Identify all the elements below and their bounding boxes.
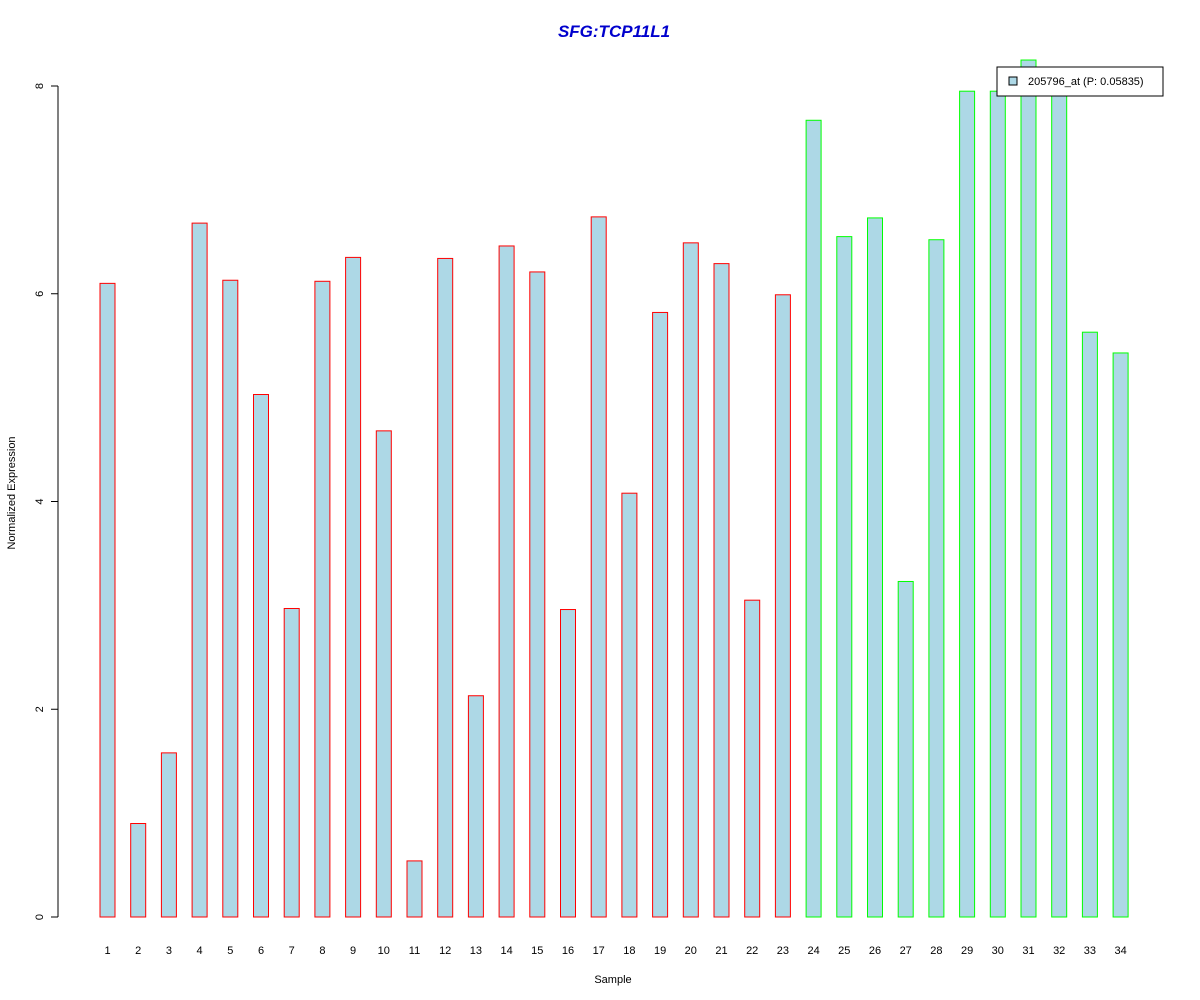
x-tick-label: 8: [319, 945, 325, 957]
bar: [590, 216, 607, 918]
x-tick-label: 22: [746, 945, 758, 957]
bar: [529, 271, 546, 918]
y-tick-label: 0: [34, 914, 46, 920]
x-tick-label: 27: [900, 945, 912, 957]
x-tick-label: 2: [135, 945, 141, 957]
x-tick-label: 23: [777, 945, 789, 957]
bar: [928, 239, 945, 918]
bar: [867, 217, 883, 918]
bar: [191, 222, 208, 918]
bar: [1112, 352, 1129, 918]
x-tick-label: 34: [1114, 945, 1126, 957]
x-tick-label: 3: [166, 945, 172, 957]
bar: [130, 823, 147, 918]
x-tick-label: 20: [685, 945, 697, 957]
bar: [560, 609, 576, 918]
chart-title: SFG:TCP11L1: [558, 22, 670, 41]
y-axis-label: Normalized Expression: [6, 436, 18, 549]
x-tick-label: 17: [593, 945, 605, 957]
bar: [160, 752, 177, 918]
x-tick-label: 18: [623, 945, 635, 957]
bar: [1081, 331, 1098, 918]
x-tick-label: 21: [715, 945, 727, 957]
bar: [652, 311, 669, 918]
x-tick-label: 31: [1022, 945, 1034, 957]
x-tick-label: 30: [992, 945, 1004, 957]
bar: [222, 279, 239, 918]
bar: [744, 599, 761, 918]
legend-box: [996, 66, 1164, 97]
bar: [1020, 59, 1037, 918]
x-tick-label: 26: [869, 945, 881, 957]
y-tick-label: 8: [34, 83, 46, 89]
x-tick-label: 33: [1084, 945, 1096, 957]
x-tick-label: 1: [104, 945, 110, 957]
bar: [498, 245, 515, 918]
bar: [345, 256, 362, 918]
x-tick-labels: 1 2 3 4 5 6 7 8 9 10 11 12 13 14 15 16 17 18 19 20 21 22 23 24 2…: [104, 945, 1126, 957]
bar: [805, 119, 822, 918]
bar: [774, 294, 791, 918]
x-axis-label: Sample: [594, 974, 631, 986]
bar: [99, 282, 116, 918]
bar: [314, 280, 331, 918]
legend-swatch: [1008, 76, 1018, 86]
x-tick-label: 25: [838, 945, 850, 957]
legend-label: 205796_at (P: 0.05835): [1028, 76, 1144, 88]
y-axis: 0 2 4 6 8: [34, 83, 59, 920]
legend: 205796_at (P: 0.05835): [996, 66, 1164, 97]
x-tick-label: 12: [439, 945, 451, 957]
x-tick-label: 16: [562, 945, 574, 957]
bar: [406, 860, 423, 918]
x-tick-label: 6: [258, 945, 264, 957]
y-tick-label: 2: [34, 706, 46, 712]
x-tick-label: 19: [654, 945, 666, 957]
bar: [897, 580, 914, 918]
y-tick-label: 6: [34, 291, 46, 297]
bar: [959, 90, 976, 918]
bar: [989, 90, 1006, 918]
y-tick-label: 4: [34, 498, 46, 504]
bar-group: [99, 59, 1129, 918]
bar: [375, 430, 392, 918]
x-tick-label: 13: [470, 945, 482, 957]
bar: [437, 257, 454, 918]
bar: [682, 242, 699, 918]
x-tick-label: 15: [531, 945, 543, 957]
x-tick-label: 24: [807, 945, 819, 957]
bar: [253, 394, 269, 918]
bar: [283, 607, 300, 918]
x-tick-label: 9: [350, 945, 356, 957]
x-tick-label: 29: [961, 945, 973, 957]
bar: [467, 695, 484, 918]
bar: [621, 492, 638, 918]
bar: [836, 236, 853, 918]
x-tick-label: 4: [197, 945, 203, 957]
x-tick-label: 11: [409, 945, 420, 957]
x-tick-label: 32: [1053, 945, 1065, 957]
bar: [1051, 90, 1068, 918]
x-tick-label: 10: [378, 945, 390, 957]
bar: [713, 263, 730, 918]
x-tick-label: 7: [289, 945, 295, 957]
x-tick-label: 28: [930, 945, 942, 957]
x-tick-label: 5: [227, 945, 233, 957]
x-tick-label: 14: [500, 945, 512, 957]
